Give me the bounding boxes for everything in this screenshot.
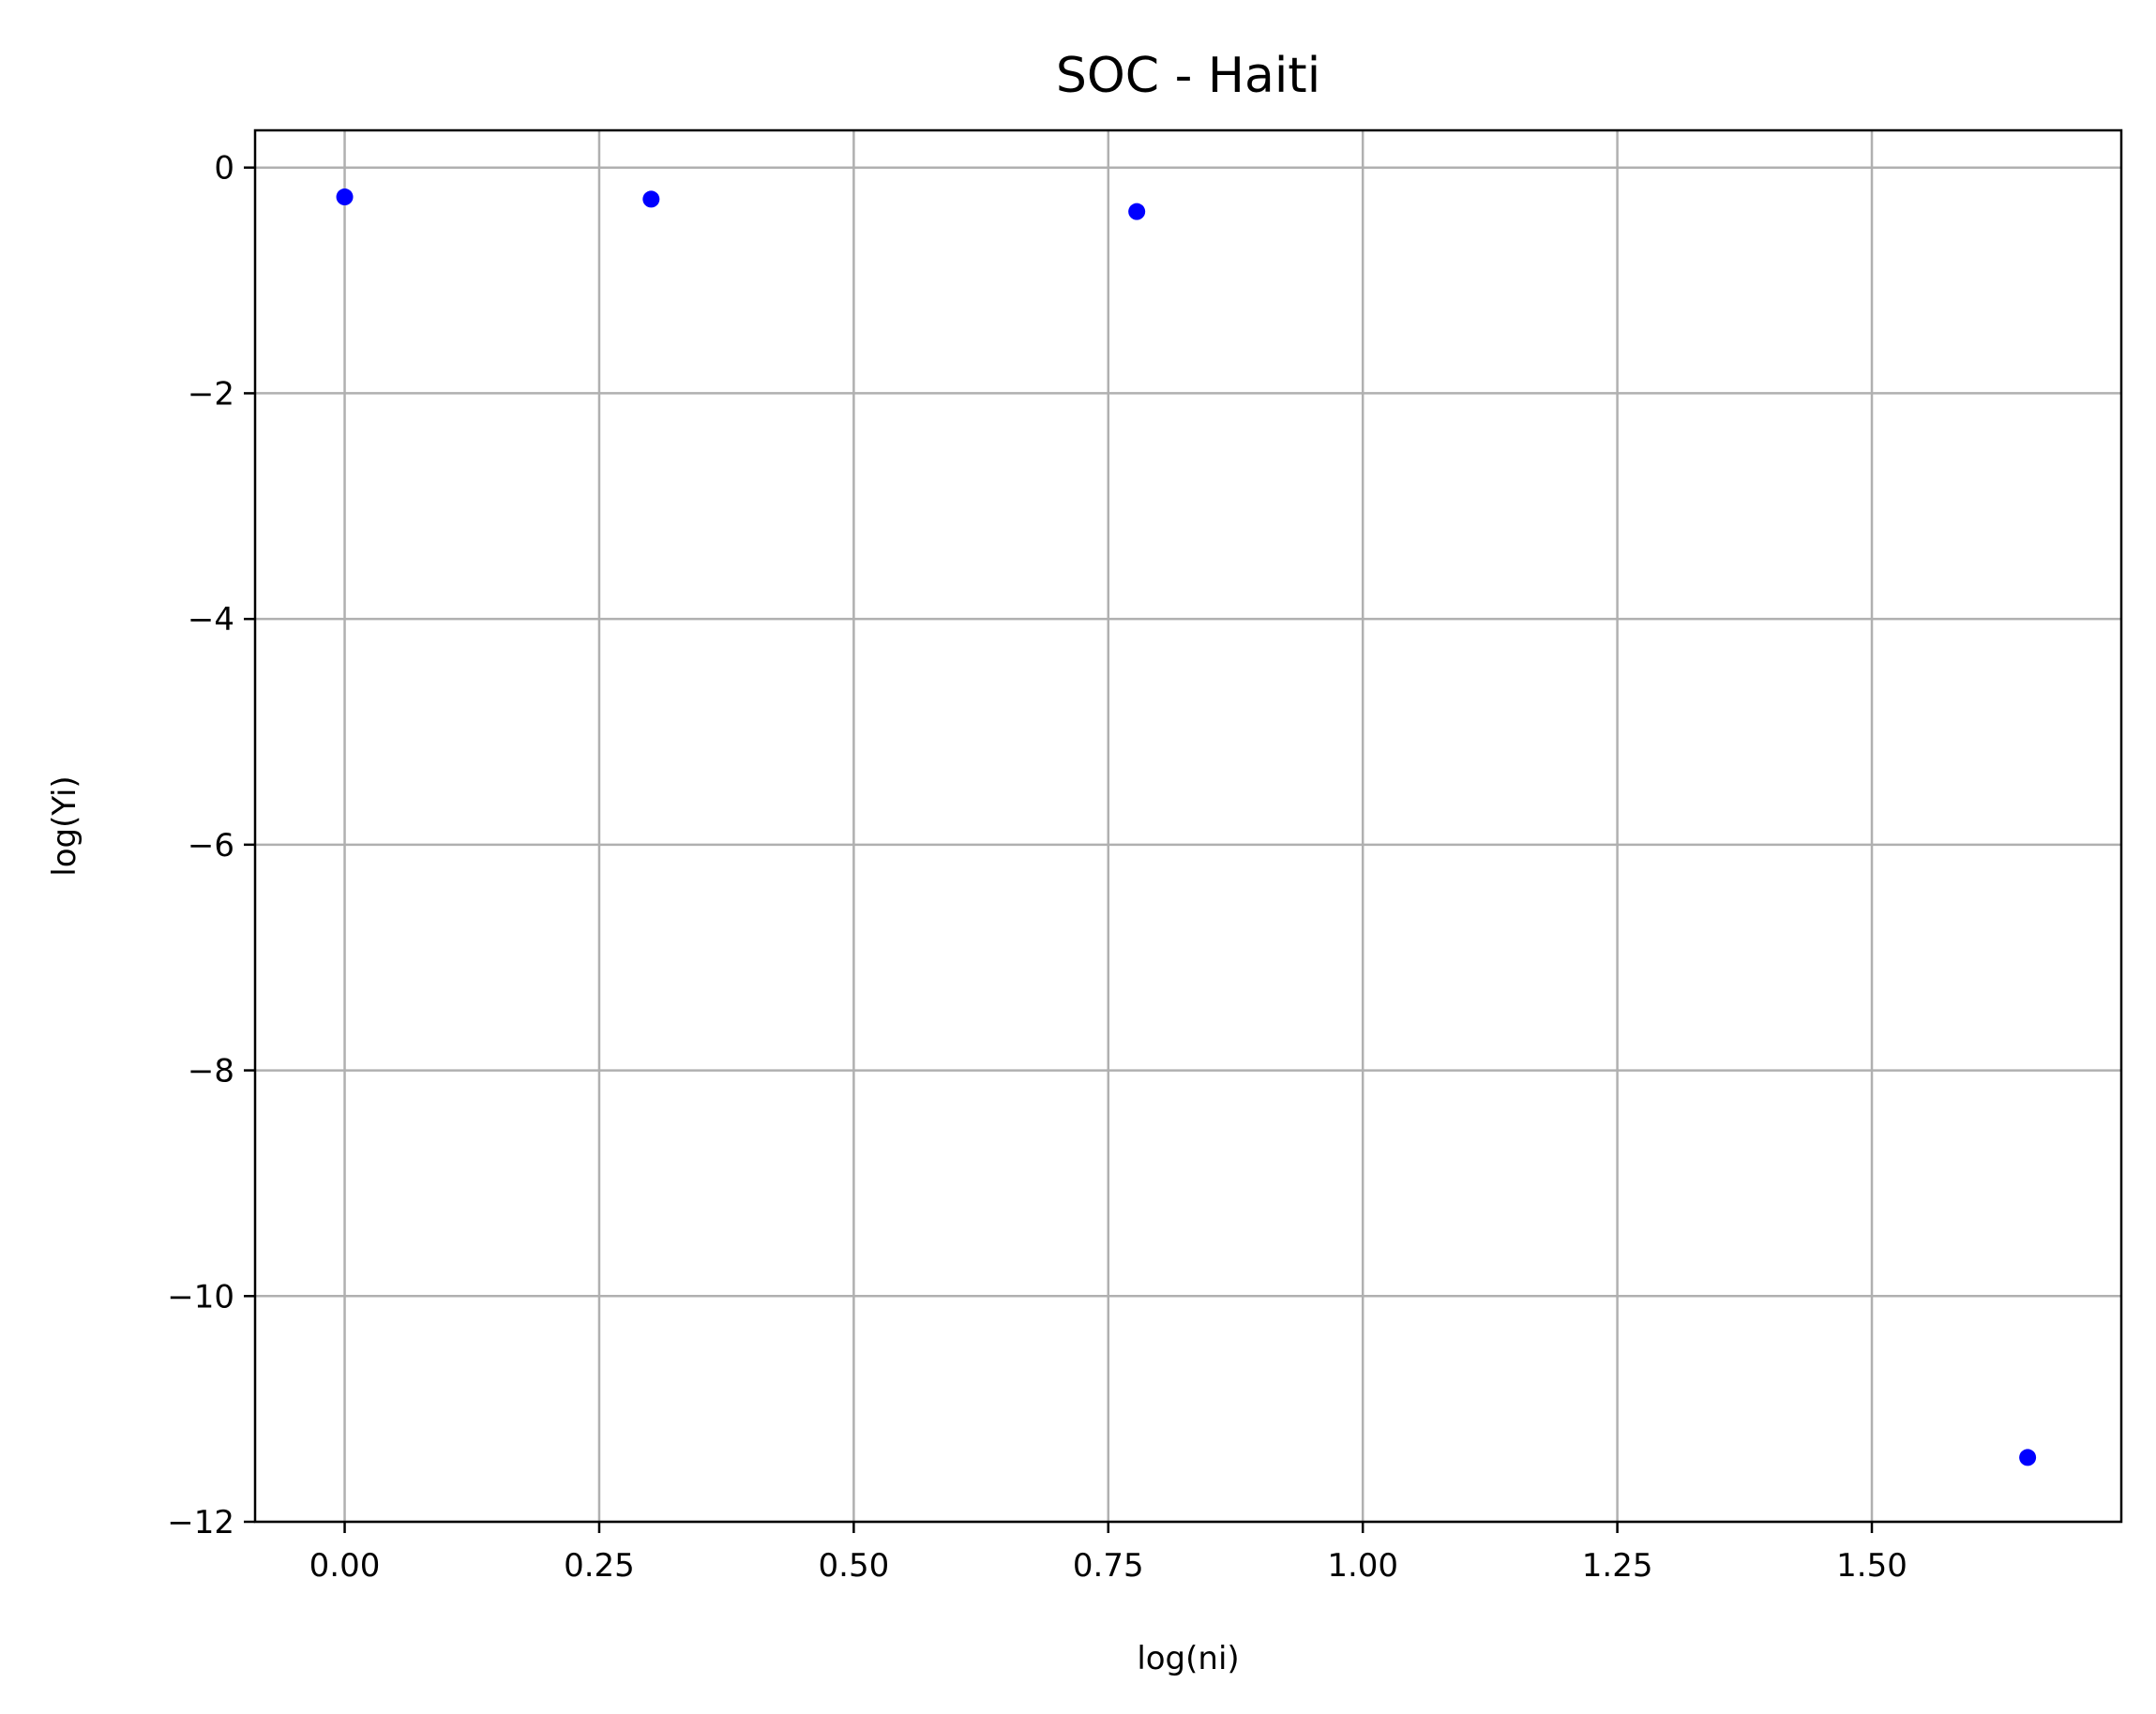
y-tick-label: −8 <box>188 1053 234 1090</box>
x-tick-label: 0.25 <box>564 1547 635 1585</box>
chart-title: SOC - Haiti <box>1056 48 1320 104</box>
data-point <box>642 190 660 208</box>
y-tick-label: −4 <box>188 601 234 639</box>
y-tick-label: −12 <box>167 1504 234 1541</box>
x-tick-label: 0.00 <box>309 1547 381 1585</box>
x-tick-label: 1.00 <box>1327 1547 1398 1585</box>
x-tick-label: 1.25 <box>1582 1547 1653 1585</box>
x-tick-label: 0.75 <box>1073 1547 1144 1585</box>
data-point <box>336 188 354 206</box>
plot-area-frame <box>253 128 2123 1524</box>
x-tick-label: 1.50 <box>1836 1547 1907 1585</box>
y-tick-label: −6 <box>188 827 234 865</box>
data-points <box>336 188 2037 1466</box>
y-tick-label: −10 <box>167 1278 234 1316</box>
data-point <box>1128 203 1146 220</box>
x-tick-label: 0.50 <box>819 1547 890 1585</box>
y-tick-label: −2 <box>188 375 234 413</box>
y-tick-label: 0 <box>214 150 234 188</box>
y-axis-label: log(Yi) <box>46 775 83 876</box>
data-point <box>2019 1449 2037 1466</box>
x-axis-label: log(ni) <box>1137 1640 1239 1677</box>
axis-ticks: 0.00 0.25 0.50 0.75 1.00 1.25 1.50 0 −2 −4 −6 −8 −10… <box>167 150 1907 1585</box>
